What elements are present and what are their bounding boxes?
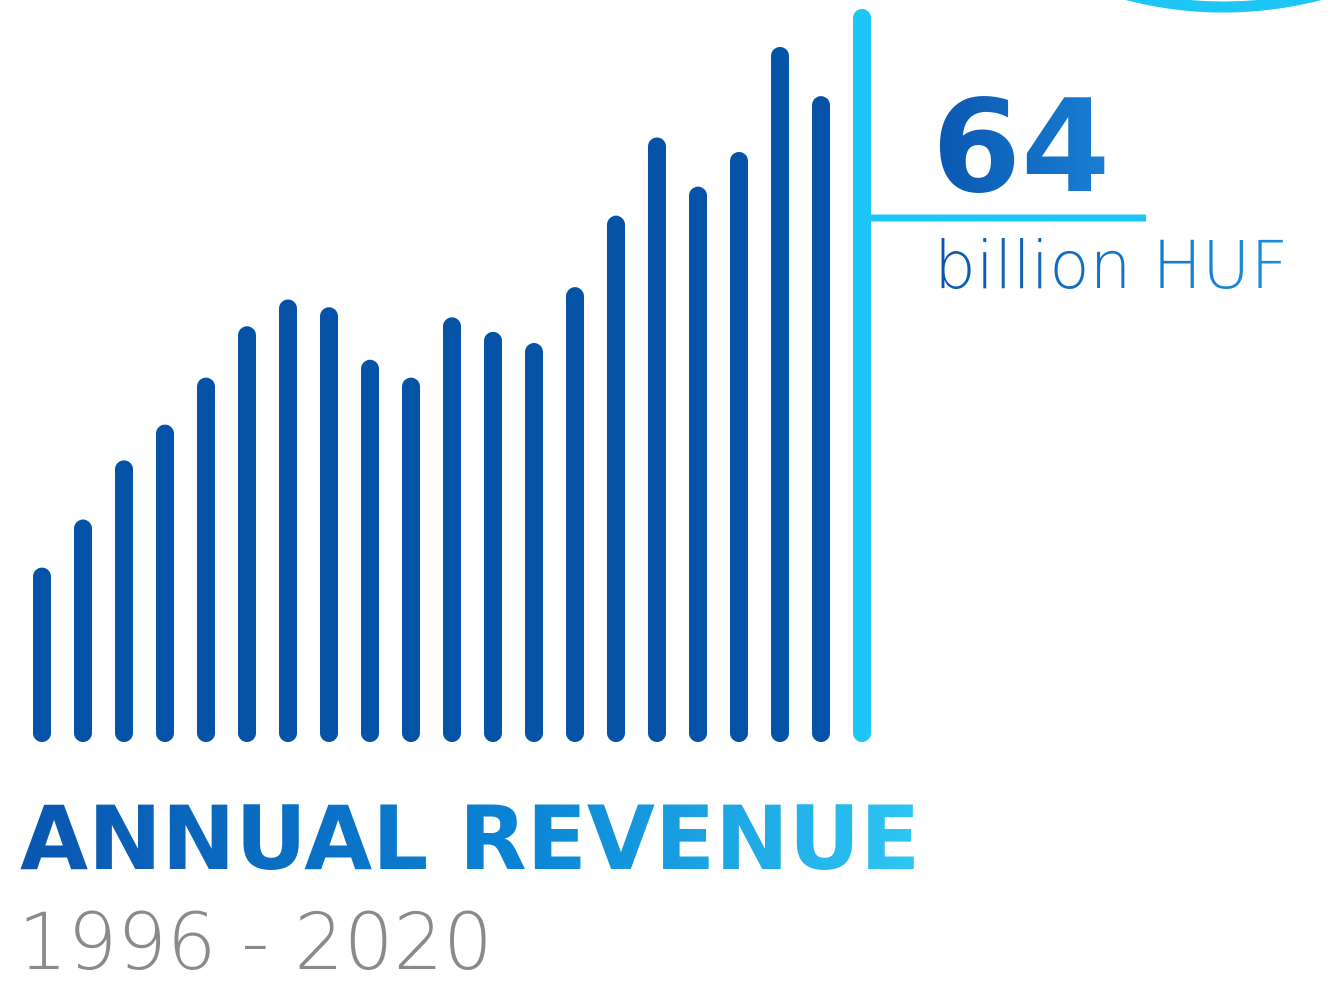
decorative-arc <box>1125 0 1322 13</box>
highlight-value: 64 <box>932 73 1111 222</box>
chart-subtitle: 1996 - 2020 <box>18 898 493 988</box>
bar-series <box>33 9 871 742</box>
chart-title: ANNUAL REVENUE <box>20 784 920 894</box>
highlight-unit: billion HUF <box>934 224 1288 308</box>
